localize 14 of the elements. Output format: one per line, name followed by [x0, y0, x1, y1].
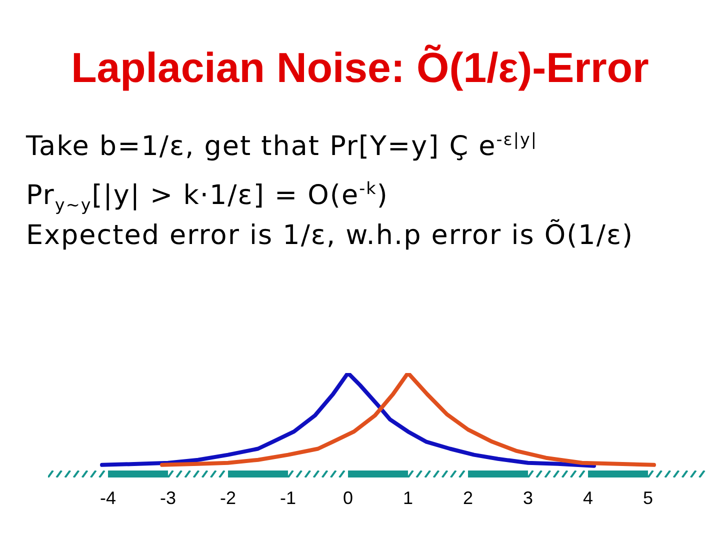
- x-tick-label: -4: [100, 488, 116, 508]
- x-tick-label: -1: [280, 488, 296, 508]
- text: Take b=1/ε, get that Pr[Y=y] Ç e$^{-ε|y|}$: [26, 128, 538, 163]
- text: Expected error is 1/ε, w.h.p error is Õ(1/ε): [26, 220, 634, 252]
- x-tick-label: 5: [642, 488, 654, 508]
- chart-title: Laplacian Noise: Õ(1/ε)-Error: [70, 43, 650, 93]
- x-tick-label: -3: [160, 488, 176, 508]
- x-tick-label: 3: [522, 488, 534, 508]
- x-tick-label: -2: [220, 488, 236, 508]
- x-tick-label: 4: [582, 488, 594, 508]
- text: Pr$_{y~y}$[|y| > k·1/ε] = O(e$^{-k}$): [26, 176, 388, 216]
- x-tick-label: 2: [462, 488, 474, 508]
- x-tick-label: 0: [342, 488, 354, 508]
- x-tick-label: 1: [402, 488, 414, 508]
